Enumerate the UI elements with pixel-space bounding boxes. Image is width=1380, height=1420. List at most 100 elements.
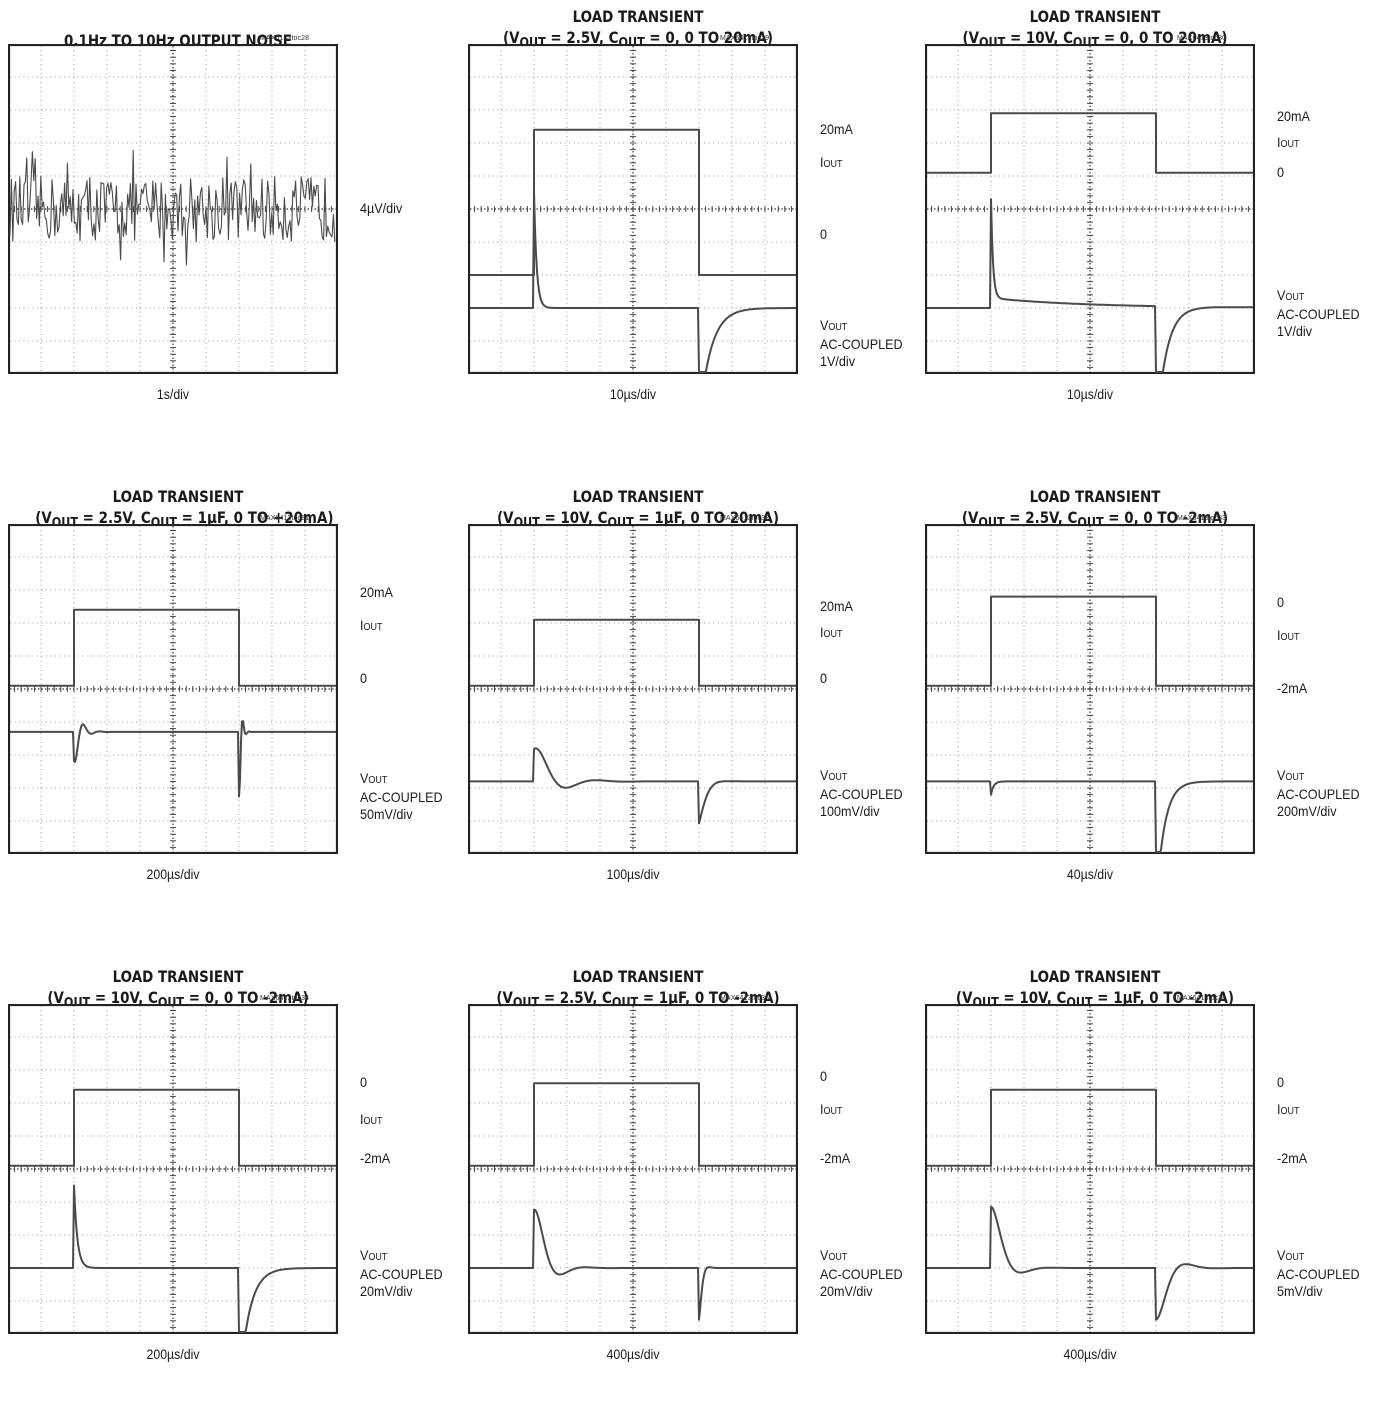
- label-line: 20mV/div: [360, 1282, 413, 1299]
- label-line: IOUT: [820, 623, 843, 640]
- label-line: 0: [1277, 1074, 1285, 1091]
- trace-level-label: IOUT: [360, 1111, 383, 1130]
- time-base-label: 400µs/div: [606, 1346, 660, 1362]
- vout-trace: [470, 1208, 796, 1321]
- figure-tag: MAX6413toc30: [1177, 35, 1227, 42]
- label-line: 100mV/div: [820, 802, 880, 819]
- label-line: 0: [360, 1074, 368, 1091]
- trace-level-label: 0: [820, 670, 827, 687]
- oscilloscope-plot: [8, 1004, 338, 1334]
- oscilloscope-plot: [468, 44, 798, 374]
- vout-scale-label: VOUT AC-COUPLED 5mV/div: [1277, 1247, 1360, 1300]
- iout-trace: [10, 1088, 336, 1167]
- iout-trace: [470, 618, 796, 687]
- trace-level-label: -2mA: [360, 1150, 390, 1167]
- trace-level-label: 0: [820, 226, 827, 243]
- chart-title-line: LOAD TRANSIENT: [112, 487, 244, 506]
- trace-level-label: 4µV/div: [360, 200, 402, 217]
- scope-panel: LOAD TRANSIENT (VOUT = 2.5V, COUT = 0, 0 …: [925, 480, 1380, 940]
- label-line: AC-COUPLED: [1277, 305, 1360, 322]
- trace-level-label: 0: [360, 1074, 367, 1091]
- oscilloscope-plot: [468, 524, 798, 854]
- label-line: AC-COUPLED: [820, 335, 903, 352]
- chart-title-line: LOAD TRANSIENT: [1029, 967, 1161, 986]
- label-line: VOUT: [360, 770, 388, 787]
- vout-scale-label: VOUT AC-COUPLED 50mV/div: [360, 770, 443, 823]
- chart-title-line: LOAD TRANSIENT: [572, 7, 704, 26]
- trace-level-label: -2mA: [1277, 1150, 1307, 1167]
- chart-title: LOAD TRANSIENT (VOUT = 2.5V, COUT = 1µF, …: [35, 486, 333, 534]
- figure-tag: MAX6413toc33: [1177, 515, 1227, 522]
- figure-tag: MAX6413toc36: [1177, 995, 1227, 1002]
- time-base-label: 1s/div: [156, 386, 190, 402]
- figure-tag: MAX6413toc35: [720, 995, 770, 1002]
- label-line: IOUT: [1277, 134, 1300, 150]
- graticule: [468, 44, 798, 374]
- trace-level-label: 20mA: [1277, 108, 1310, 125]
- label-line: 0: [820, 670, 828, 687]
- trace-level-label: -2mA: [1277, 680, 1307, 697]
- vout-trace: [10, 1184, 336, 1333]
- label-line: 20mA: [820, 120, 853, 137]
- oscilloscope-plot: [925, 524, 1255, 854]
- figure-tag: MAX6413toc34: [260, 995, 310, 1002]
- vout-scale-label: VOUT AC-COUPLED 1V/div: [1277, 287, 1360, 340]
- chart-title-line: LOAD TRANSIENT: [1029, 487, 1161, 506]
- label-line: AC-COUPLED: [1277, 1265, 1360, 1282]
- iout-trace: [927, 1088, 1253, 1167]
- label-line: 200mV/div: [1277, 802, 1337, 819]
- vout-scale-label: VOUT AC-COUPLED 20mV/div: [360, 1247, 443, 1300]
- label-line: 1V/div: [820, 352, 856, 369]
- label-line: IOUT: [820, 1100, 843, 1117]
- time-base-label: 10µs/div: [1066, 386, 1114, 402]
- graticule: [468, 1004, 798, 1334]
- vout-trace: [470, 747, 796, 825]
- figure-tag: MAX6413toc31: [260, 515, 310, 522]
- scope-panel: LOAD TRANSIENT (VOUT = 2.5V, COUT = 0, 0 …: [468, 0, 928, 460]
- label-line: -2mA: [360, 1150, 391, 1167]
- time-base-label: 100µs/div: [606, 866, 660, 882]
- chart-title: LOAD TRANSIENT (VOUT = 2.5V, COUT = 0, 0 …: [952, 486, 1238, 534]
- label-line: VOUT: [1277, 766, 1305, 783]
- label-line: 20mV/div: [820, 1282, 873, 1299]
- label-line: 20mA: [1277, 107, 1310, 124]
- trace-level-label: 0: [820, 1068, 827, 1085]
- label-line: AC-COUPLED: [360, 1265, 443, 1282]
- label-line: 20mA: [360, 584, 393, 601]
- scope-panel: LOAD TRANSIENT (VOUT = 10V, COUT = 1µF, 0…: [468, 480, 928, 940]
- trace-level-label: IOUT: [1277, 1101, 1300, 1120]
- label-line: AC-COUPLED: [820, 785, 903, 802]
- oscilloscope-plot: [8, 524, 338, 854]
- vout-scale-label: VOUT AC-COUPLED 20mV/div: [820, 1247, 903, 1300]
- time-base-label: 40µs/div: [1066, 866, 1114, 882]
- graticule: [8, 44, 338, 374]
- graticule: [8, 524, 338, 854]
- label-line: VOUT: [360, 1246, 388, 1263]
- trace-level-label: IOUT: [360, 617, 383, 636]
- vout-scale-label: VOUT AC-COUPLED 100mV/div: [820, 767, 903, 820]
- label-line: IOUT: [1277, 1100, 1300, 1117]
- label-line: -2mA: [1277, 1150, 1308, 1167]
- label-line: 5mV/div: [1277, 1282, 1323, 1299]
- vout-trace: [470, 191, 796, 373]
- label-line: 0: [820, 226, 828, 243]
- trace-level-label: IOUT: [1277, 134, 1300, 153]
- time-base-label: 10µs/div: [609, 386, 657, 402]
- iout-trace: [10, 608, 336, 687]
- trace-level-label: IOUT: [820, 624, 843, 643]
- label-line: 0: [1277, 594, 1285, 611]
- scope-panel: LOAD TRANSIENT (VOUT = 10V, COUT = 0, 0 T…: [8, 960, 468, 1420]
- chart-title-line: LOAD TRANSIENT: [112, 967, 244, 986]
- iout-trace: [470, 1082, 796, 1167]
- time-base-label: 200µs/div: [146, 866, 200, 882]
- label-line: VOUT: [820, 766, 848, 783]
- label-line: 20mA: [820, 597, 853, 614]
- trace-level-label: 20mA: [360, 584, 393, 601]
- scope-panel: 0.1Hz TO 10Hz OUTPUT NOISE MAX6143toc28 1s…: [8, 0, 468, 460]
- trace-level-label: -2mA: [820, 1150, 850, 1167]
- iout-trace: [927, 112, 1253, 174]
- time-base-label: 400µs/div: [1063, 1346, 1117, 1362]
- label-line: VOUT: [1277, 286, 1305, 303]
- scope-panel: LOAD TRANSIENT (VOUT = 10V, COUT = 0, 0 T…: [925, 0, 1380, 460]
- chart-title: LOAD TRANSIENT (VOUT = 10V, COUT = 1µF, 0…: [952, 966, 1238, 1014]
